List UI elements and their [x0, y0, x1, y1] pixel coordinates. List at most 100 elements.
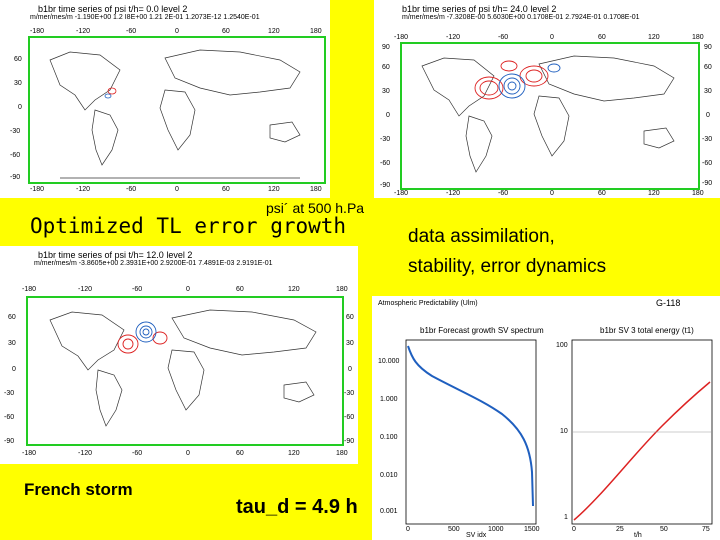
lon-tick-bottom: -60	[132, 450, 143, 457]
lon-tick: 0	[175, 28, 179, 35]
storm-label: French storm	[24, 480, 133, 499]
lon-tick-bottom: -180	[22, 450, 37, 457]
right-xtick: 0	[572, 526, 576, 533]
lon-tick-bottom: 180	[692, 190, 704, 197]
left-xlabel: SV idx	[466, 532, 487, 539]
panel-stats: m/mer/mes/m -7.3208E-00 5.6030E+00 0.170…	[402, 14, 640, 21]
lat-tick: -90	[4, 438, 15, 445]
lat-tick-right: 30	[704, 88, 712, 95]
lon-tick-bottom: -120	[446, 190, 461, 197]
lon-tick-bottom: 0	[550, 190, 554, 197]
lon-tick-bottom: -180	[30, 186, 45, 193]
lat-tick: 30	[382, 88, 390, 95]
right-ytick: 1	[564, 514, 568, 521]
lon-tick: 120	[268, 28, 280, 35]
lon-tick: -180	[22, 286, 37, 293]
lon-tick-bottom: 180	[310, 186, 322, 193]
lat-tick-right: 0	[348, 366, 352, 373]
left-xtick: 1500	[524, 526, 540, 533]
lat-tick: -30	[380, 136, 391, 143]
map-panel-t24: b1br time series of psi t/h= 24.0 level …	[374, 0, 720, 198]
world-map-outline	[49, 49, 301, 179]
world-map-outline	[49, 309, 317, 427]
lon-tick-bottom: -180	[394, 190, 409, 197]
right-text-line2: stability, error dynamics	[408, 256, 607, 277]
lon-tick: -120	[78, 286, 93, 293]
left-ytick: 0.001	[380, 508, 398, 515]
lon-tick-bottom: -120	[76, 186, 91, 193]
lat-tick-right: -30	[344, 390, 355, 397]
map-panel-t0: b1br time series of psi t/h= 0.0 level 2…	[0, 0, 330, 198]
panel-title: b1br time series of psi t/h= 12.0 level …	[38, 250, 193, 260]
lat-tick: -30	[10, 128, 21, 135]
lat-tick: 30	[14, 80, 22, 87]
lon-tick-bottom: 0	[175, 186, 179, 193]
lon-tick-bottom: 120	[268, 186, 280, 193]
lon-tick-bottom: -120	[78, 450, 93, 457]
lat-tick: 90	[382, 44, 390, 51]
right-xtick: 25	[616, 526, 624, 533]
map-frame	[28, 36, 326, 184]
lon-tick: -180	[30, 28, 45, 35]
map-frame	[26, 296, 344, 446]
tau-label: tau_d = 4.9 h	[236, 496, 358, 518]
lat-tick: 60	[382, 64, 390, 71]
lat-tick-right: 60	[704, 64, 712, 71]
right-xtick: 50	[660, 526, 668, 533]
lat-tick: 0	[12, 366, 16, 373]
left-ytick: 0.100	[380, 434, 398, 441]
lon-tick: -60	[132, 286, 143, 293]
lon-tick: -180	[394, 34, 409, 41]
lat-tick-right: -60	[702, 160, 713, 167]
lon-tick: 180	[692, 34, 704, 41]
lat-tick: -30	[4, 390, 15, 397]
lon-tick: 180	[336, 286, 348, 293]
lon-tick-bottom: -60	[498, 190, 509, 197]
lat-tick-right: 60	[346, 314, 354, 321]
lat-tick-right: 30	[346, 340, 354, 347]
right-xtick: 75	[702, 526, 710, 533]
lat-tick-right: 90	[704, 44, 712, 51]
lon-tick: 0	[550, 34, 554, 41]
right-ytick: 10	[560, 428, 568, 435]
lat-tick: -90	[380, 182, 391, 189]
world-map-outline	[421, 55, 675, 173]
lon-tick: -120	[446, 34, 461, 41]
panel-title: b1br time series of psi t/h= 0.0 level 2	[38, 4, 188, 14]
lon-tick-bottom: 60	[222, 186, 230, 193]
right-xlabel: t/h	[634, 532, 642, 539]
lon-tick: 120	[648, 34, 660, 41]
spectrum-panel: Atmospheric Predictability (Ulm) G-118 b…	[372, 296, 720, 540]
lat-tick: 60	[14, 56, 22, 63]
lon-tick: 60	[598, 34, 606, 41]
panel-title: b1br time series of psi t/h= 24.0 level …	[402, 4, 557, 14]
right-text-line1: data assimilation,	[408, 226, 555, 247]
lat-tick: -60	[380, 160, 391, 167]
lon-tick-bottom: -60	[126, 186, 137, 193]
lat-tick-right: -60	[344, 414, 355, 421]
left-plot-title: b1br Forecast growth SV spectrum	[420, 326, 544, 335]
lon-tick: 120	[288, 286, 300, 293]
lon-tick: 180	[310, 28, 322, 35]
right-plot-title: b1br SV 3 total energy (t1)	[600, 326, 694, 335]
left-ytick: 10.000	[378, 358, 400, 365]
lat-tick: -60	[10, 152, 21, 159]
left-ytick: 1.000	[380, 396, 398, 403]
spectrum-corner-label: G-118	[656, 298, 681, 308]
lon-tick: 60	[236, 286, 244, 293]
lat-tick-right: -90	[344, 438, 355, 445]
lat-tick: 0	[18, 104, 22, 111]
spectrum-plots	[405, 339, 713, 525]
lon-tick-bottom: 120	[288, 450, 300, 457]
lat-tick-right: -90	[702, 180, 713, 187]
lon-tick: 60	[222, 28, 230, 35]
left-xtick: 0	[406, 526, 410, 533]
lon-tick-bottom: 180	[336, 450, 348, 457]
left-ytick: 0.010	[380, 472, 398, 479]
spectrum-header: Atmospheric Predictability (Ulm)	[378, 300, 478, 307]
lat-tick: 0	[386, 112, 390, 119]
lon-tick: -120	[76, 28, 91, 35]
lat-tick: -60	[4, 414, 15, 421]
lat-tick-right: -30	[702, 136, 713, 143]
lat-tick: 30	[8, 340, 16, 347]
